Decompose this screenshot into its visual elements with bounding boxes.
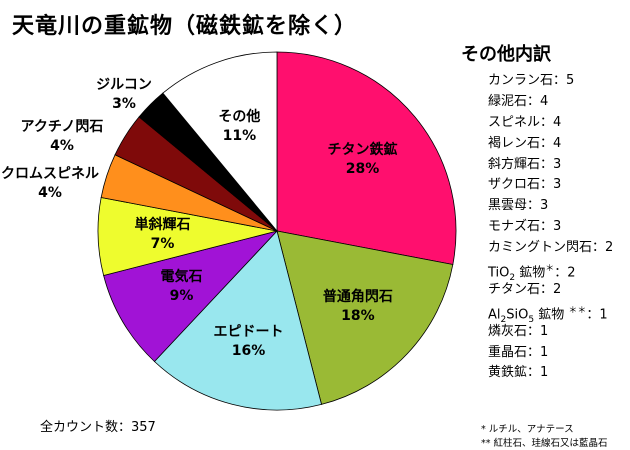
slice-name: アクチノ閃石 [20, 119, 104, 135]
pie-slice [276, 230, 454, 405]
other-breakdown-item: カミングトン閃石：2 [488, 240, 614, 256]
slice-percent: 4% [38, 185, 62, 201]
slice-name: チタン鉄鉱 [327, 142, 398, 159]
slice-name: ジルコン [96, 77, 152, 93]
slice-name: その他 [218, 108, 261, 125]
other-breakdown-item: チタン石：2 [488, 281, 562, 297]
slice-label: 単斜輝石 7% [134, 216, 190, 254]
slice-label: 普通角閃石 18% [323, 288, 393, 326]
slice-percent: 11% [222, 127, 257, 144]
other-breakdown-title: その他内訳 [461, 44, 551, 65]
slice-percent: 18% [341, 307, 375, 324]
slice-label: 電気石 9% [160, 268, 202, 306]
slice-percent: 28% [345, 161, 380, 178]
slice-name: エピドート [213, 323, 284, 340]
other-breakdown-list: カンラン石：5 緑泥石：4 スピネル：4 褐レン石：4 斜方輝石：3 ザクロ石：3 黒雲母：… [488, 71, 613, 384]
slice-name: クロムスピネル [1, 166, 99, 182]
slice-percent: 4% [50, 138, 74, 154]
pie-slice [162, 51, 278, 233]
slice-percent: 9% [169, 288, 194, 305]
pie-slice [103, 230, 279, 363]
slice-percent: 3% [112, 96, 136, 112]
slice-label: ジルコン 3% [96, 76, 152, 114]
slice-label: チタン鉄鉱 28% [328, 141, 398, 179]
footnote-2: ** 紅柱石、珪線石又は藍晶石 [481, 438, 608, 449]
other-breakdown-item: TiO2 鉱物＊：2 [488, 264, 576, 283]
other-breakdown-item: 重晶石：1 [488, 344, 549, 360]
slice-name: 普通角閃石 [322, 288, 393, 305]
other-breakdown-item: 褐レン石：4 [488, 135, 562, 151]
slice-name: 電気石 [160, 269, 203, 286]
other-breakdown-item: 斜方輝石：3 [488, 156, 562, 172]
slice-label: アクチノ閃石 4% [21, 118, 104, 156]
slice-label: その他 11% [218, 108, 260, 146]
other-breakdown-item: Al2SiO5 鉱物 ＊＊：1 [488, 305, 608, 325]
other-breakdown-item: スピネル：4 [488, 114, 562, 130]
chart-title: 天竜川の重鉱物（磁鉄鉱を除く） [12, 14, 358, 39]
other-breakdown-item: ザクロ石：3 [488, 177, 562, 193]
slice-percent: 16% [231, 342, 266, 359]
other-breakdown-item: 黒雲母：3 [488, 198, 549, 214]
other-breakdown-item: 黄鉄鉱：1 [488, 365, 549, 381]
other-breakdown-item: 燐灰石：1 [488, 323, 549, 339]
footnote-1: * ルチル、アナテース [481, 424, 574, 435]
other-breakdown-item: モナズ石：3 [488, 219, 562, 235]
total-count: 全カウント数：357 [40, 420, 156, 435]
pie-slice [276, 51, 457, 266]
other-breakdown-item: 緑泥石：4 [488, 93, 549, 109]
slice-label: エピドート 16% [214, 323, 284, 361]
slice-percent: 7% [150, 235, 175, 252]
pie-slice [153, 230, 323, 411]
other-breakdown-item: カンラン石：5 [488, 73, 575, 88]
slice-name: 単斜輝石 [134, 216, 191, 233]
slice-label: クロムスピネル 4% [1, 165, 99, 203]
